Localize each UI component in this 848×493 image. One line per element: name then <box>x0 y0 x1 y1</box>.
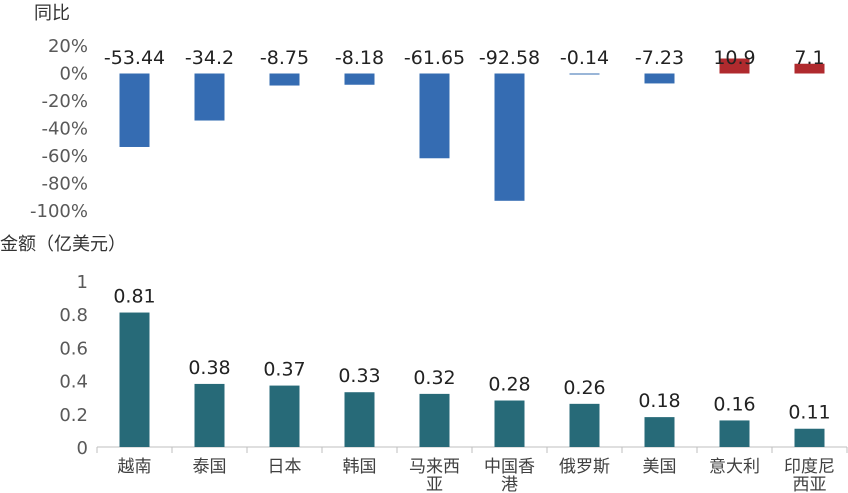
amount-bar-chart: 1 0.8 0.6 0.4 0.2 0 0.81 越南 0.38 泰国 0.37 日本 0.33 韩国 0.… <box>59 272 848 493</box>
yoy-value-label: -34.2 <box>185 47 234 69</box>
amount-value-label: 0.16 <box>713 393 755 415</box>
amount-bar <box>794 428 825 447</box>
amount-value-label: 0.26 <box>563 377 605 399</box>
yoy-bar <box>194 73 225 121</box>
amount-bar <box>269 385 300 447</box>
yoy-value-label: 7.1 <box>794 47 824 69</box>
yoy-bar <box>644 73 675 84</box>
yoy-bar <box>494 73 525 201</box>
yoy-y-tick-label: -60% <box>41 146 88 167</box>
amount-value-label: 0.11 <box>788 402 830 424</box>
yoy-value-label: -8.75 <box>260 47 309 69</box>
yoy-y-tick-label: -40% <box>41 119 88 140</box>
category-label: 亚 <box>426 475 443 493</box>
category-label: 泰国 <box>193 457 227 477</box>
yoy-y-tick-label: -20% <box>41 91 88 112</box>
category-label: 马来西 <box>409 457 460 477</box>
yoy-value-label: -92.58 <box>479 47 540 69</box>
yoy-y-tick-label: 20% <box>48 36 88 57</box>
yoy-value-label: -53.44 <box>104 47 165 69</box>
amount-bar <box>644 417 675 447</box>
amount-value-label: 0.32 <box>413 367 455 389</box>
amount-y-tick-label: 0 <box>77 438 88 459</box>
amount-y-tick-label: 0.2 <box>59 405 88 426</box>
amount-bar <box>719 420 750 447</box>
yoy-bar <box>119 73 150 147</box>
amount-y-tick-label: 1 <box>77 272 88 293</box>
amount-y-tick-label: 0.6 <box>59 338 88 359</box>
category-label: 中国香 <box>484 457 535 477</box>
amount-value-label: 0.81 <box>113 286 155 308</box>
amount-value-label: 0.37 <box>263 359 305 381</box>
amount-value-label: 0.28 <box>488 374 530 396</box>
amount-bar <box>419 393 450 447</box>
amount-y-tick-label: 0.4 <box>59 372 88 393</box>
amount-y-tick-label: 0.8 <box>59 305 88 326</box>
amount-value-label: 0.38 <box>188 357 230 379</box>
amount-bar <box>344 392 375 447</box>
category-label: 印度尼 <box>784 457 835 477</box>
yoy-bar <box>269 73 300 86</box>
yoy-axis-label: 同比 <box>34 3 70 24</box>
yoy-bar <box>569 73 600 75</box>
category-label: 西亚 <box>793 475 827 493</box>
yoy-y-tick-label: -80% <box>41 174 88 195</box>
yoy-value-label: -61.65 <box>404 47 465 69</box>
yoy-value-label: 10.9 <box>713 47 755 69</box>
category-label: 日本 <box>268 457 302 477</box>
amount-value-label: 0.18 <box>638 390 680 412</box>
yoy-value-label: -7.23 <box>635 47 684 69</box>
yoy-bar <box>794 63 825 74</box>
yoy-bar <box>344 73 375 85</box>
amount-value-label: 0.33 <box>338 365 380 387</box>
yoy-value-label: -8.18 <box>335 47 384 69</box>
category-label: 韩国 <box>343 457 377 477</box>
amount-axis-label: 金额（亿美元） <box>0 234 126 255</box>
amount-bar <box>494 400 525 447</box>
amount-bar <box>119 312 150 447</box>
category-label: 俄罗斯 <box>559 457 610 477</box>
amount-bar <box>194 383 225 447</box>
category-label: 港 <box>501 475 518 493</box>
yoy-y-tick-label: -100% <box>30 201 88 222</box>
yoy-y-tick-label: 0% <box>59 64 88 85</box>
category-label: 美国 <box>643 457 677 477</box>
yoy-bar <box>419 73 450 159</box>
yoy-bar-chart: 20% 0% -20% -40% -60% -80% -100% -53.44 -34.2 -8.… <box>30 36 825 222</box>
category-label: 意大利 <box>709 457 760 477</box>
category-label: 越南 <box>118 457 152 477</box>
amount-bar <box>569 403 600 447</box>
yoy-bar <box>719 58 750 74</box>
yoy-value-label: -0.14 <box>560 47 609 69</box>
